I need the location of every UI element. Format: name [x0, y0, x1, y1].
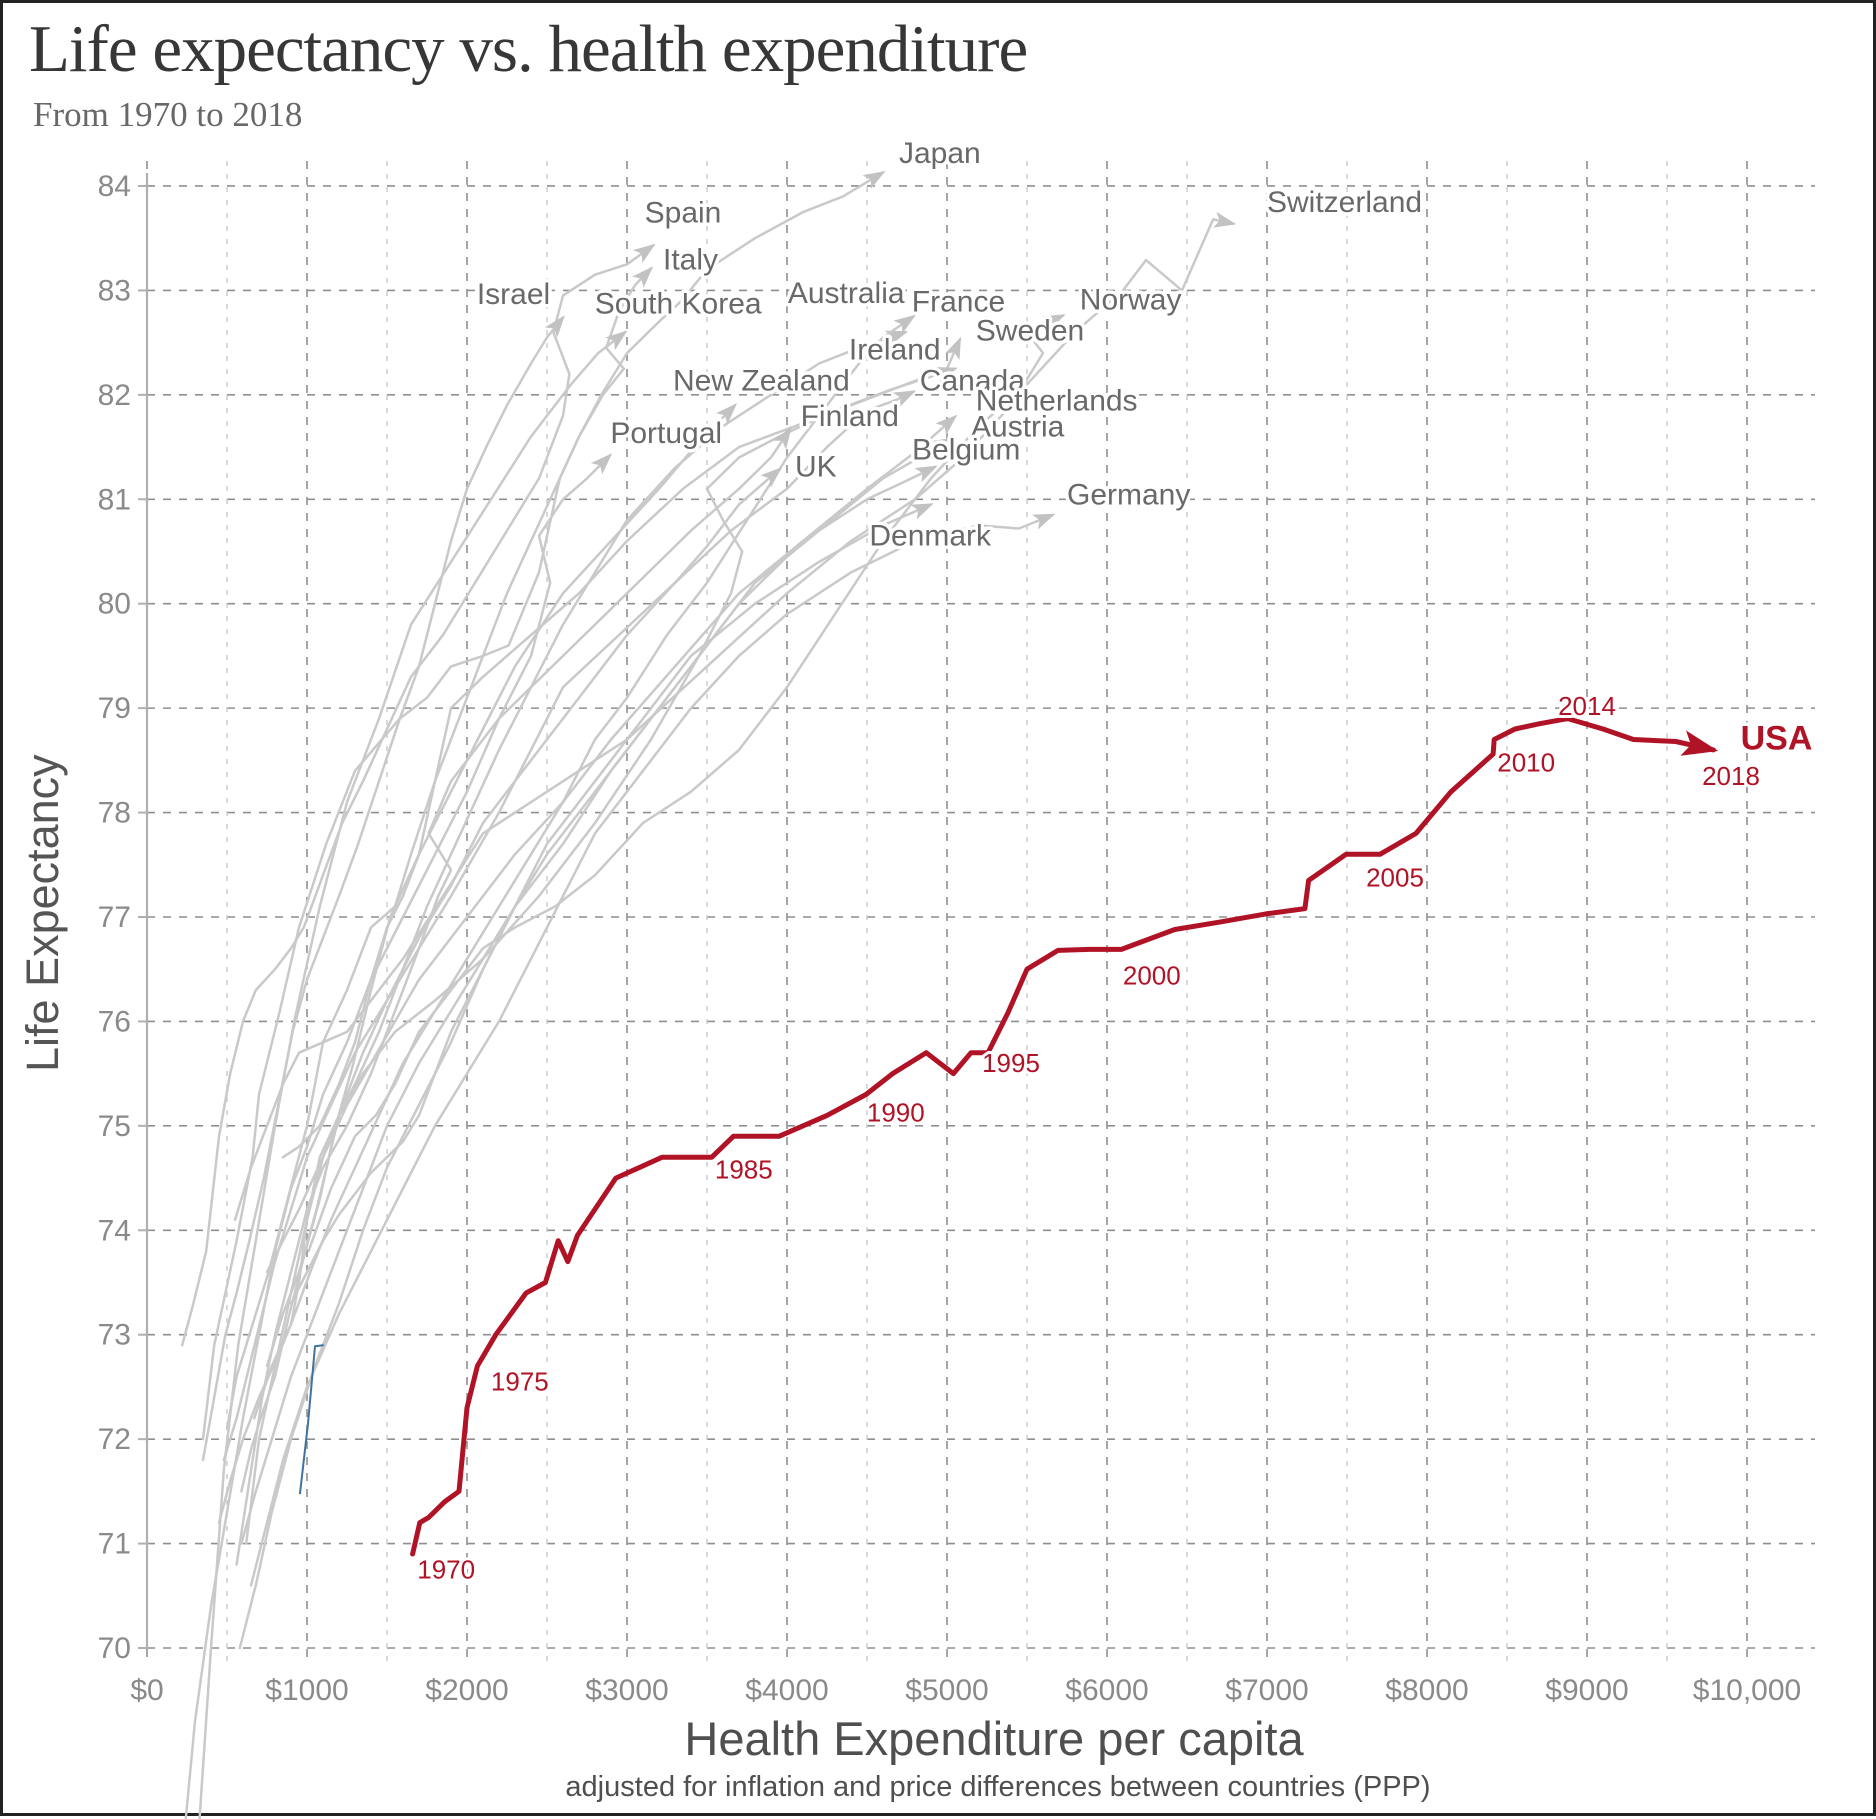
x-tick-label: $2000	[425, 1674, 508, 1707]
usa-year-label-2000: 2000	[1123, 961, 1181, 991]
series-label-netherlands: Netherlands	[976, 385, 1138, 418]
y-tick-label: 73	[98, 1319, 131, 1352]
series-line-new-zealand	[240, 403, 738, 1493]
series-label-finland: Finland	[801, 400, 899, 433]
series-line-spain	[180, 243, 656, 1347]
series-label-japan: Japan	[899, 137, 981, 170]
series-label-canada: Canada	[920, 365, 1025, 398]
y-axis-title: Life Expectancy	[17, 754, 68, 1072]
chart-plot: $0 $1000 $2000 $3000 $4000 $5000 $6000 $7000 $80…	[98, 134, 1816, 1819]
series-line-germany	[249, 513, 1056, 1587]
y-tick-label: 83	[98, 274, 131, 307]
x-tick-label: $4000	[745, 1674, 828, 1707]
series-line-belgium	[240, 465, 938, 1545]
usa-year-label-2010: 2010	[1497, 747, 1555, 777]
series-line-usa	[410, 716, 1719, 1557]
series-label-germany: Germany	[1067, 479, 1190, 512]
x-tick-label: $0	[130, 1674, 163, 1707]
series-label-denmark: Denmark	[869, 519, 992, 552]
series-label-france: France	[912, 285, 1005, 318]
series-line-portugal	[184, 453, 613, 1819]
x-tick-label: $5000	[905, 1674, 988, 1707]
usa-year-label-1970: 1970	[417, 1555, 475, 1585]
series-label-norway: Norway	[1080, 283, 1182, 316]
series-label-ireland: Ireland	[849, 333, 941, 366]
y-tick-label: 75	[98, 1110, 131, 1143]
series-label-austria: Austria	[971, 411, 1065, 444]
series-line-sweden	[281, 336, 962, 1159]
usa-year-label-2018: 2018	[1702, 761, 1760, 791]
usa-year-label-1995: 1995	[982, 1048, 1040, 1078]
series-line-australia	[244, 330, 909, 1545]
series-line-south-korea	[198, 330, 628, 1819]
y-tick-label: 76	[98, 1005, 131, 1038]
y-tick-label: 72	[98, 1423, 131, 1456]
page-title: Life expectancy vs. health expenditure	[29, 12, 1028, 86]
series-label-portugal: Portugal	[610, 417, 722, 450]
y-tick-label: 71	[98, 1528, 131, 1561]
series-label-belgium: Belgium	[912, 434, 1020, 467]
series-line-denmark	[289, 503, 934, 1305]
usa-year-label-1975: 1975	[491, 1367, 549, 1397]
x-tick-label: $1000	[265, 1674, 348, 1707]
y-tick-label: 84	[98, 170, 131, 203]
series-line-norway	[233, 314, 1066, 1222]
series-line-israel	[201, 315, 565, 1462]
x-axis-title: Health Expenditure per capita	[684, 1712, 1304, 1765]
series-label-usa: USA	[1741, 719, 1813, 757]
y-tick-label: 74	[98, 1214, 131, 1247]
series-label-new-zealand: New Zealand	[673, 365, 850, 398]
usa-year-label-1985: 1985	[715, 1155, 773, 1185]
series-line-japan	[201, 170, 886, 1441]
page-subtitle: From 1970 to 2018	[33, 95, 303, 134]
y-tick-label: 81	[98, 483, 131, 516]
y-tick-label: 70	[98, 1632, 131, 1665]
series-label-switzerland: Switzerland	[1267, 186, 1422, 219]
x-tick-label: $3000	[585, 1674, 668, 1707]
x-tick-label: $8000	[1385, 1674, 1468, 1707]
y-tick-label: 82	[98, 379, 131, 412]
series-line-unlabeled-blue-series	[299, 1344, 324, 1495]
y-tick-label: 78	[98, 797, 131, 830]
series-label-south-korea: South Korea	[595, 287, 762, 320]
x-axis-note: adjusted for inflation and price differe…	[565, 1771, 1431, 1803]
series-label-italy: Italy	[663, 244, 718, 277]
series-label-spain: Spain	[645, 197, 722, 230]
x-tick-label: $6000	[1065, 1674, 1148, 1707]
usa-year-label-2005: 2005	[1366, 862, 1424, 892]
series-label-uk: UK	[795, 450, 837, 483]
series-label-israel: Israel	[477, 278, 550, 311]
y-tick-label: 80	[98, 588, 131, 621]
y-tick-label: 79	[98, 692, 131, 725]
x-tick-label: $9000	[1545, 1674, 1628, 1707]
series-label-australia: Australia	[788, 277, 905, 310]
series-line-ireland	[217, 366, 958, 1524]
series-line-switzerland	[307, 211, 1237, 1253]
usa-year-label-2014: 2014	[1558, 691, 1616, 721]
usa-year-label-1990: 1990	[867, 1097, 925, 1127]
x-tick-label: $7000	[1225, 1674, 1308, 1707]
y-tick-label: 77	[98, 901, 131, 934]
series-label-sweden: Sweden	[976, 315, 1084, 348]
x-tick-label: $10,000	[1693, 1674, 1801, 1707]
